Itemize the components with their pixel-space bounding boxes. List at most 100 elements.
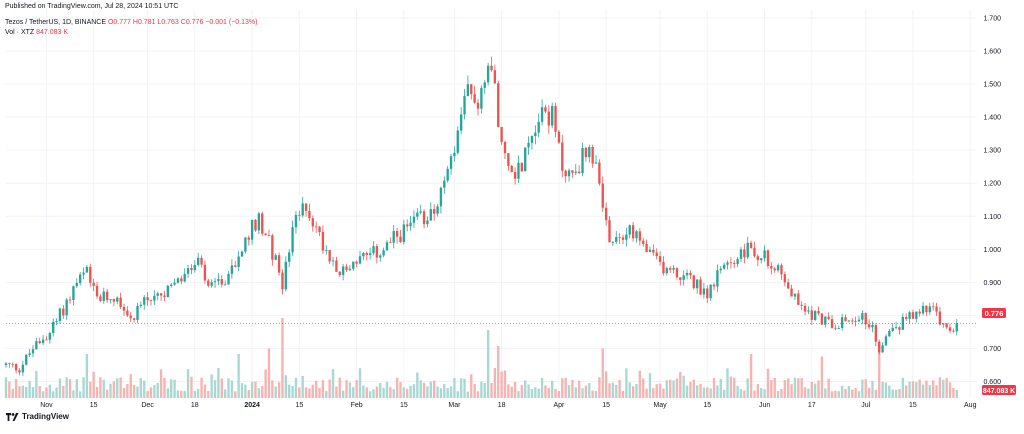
tradingview-brand[interactable]: TradingView xyxy=(6,412,69,421)
volume-bar xyxy=(719,378,722,398)
candle-body xyxy=(736,258,739,265)
candle-body xyxy=(716,270,719,287)
candle-body xyxy=(813,310,817,320)
candle-body xyxy=(288,252,291,262)
volume-bar xyxy=(190,376,193,398)
volume-bar xyxy=(41,391,45,398)
volume-legend[interactable]: Vol · XTZ 847.083 K xyxy=(5,28,68,37)
candle-body xyxy=(193,265,196,271)
candle-body xyxy=(898,327,901,330)
price-tick-label: 1.000 xyxy=(983,247,1001,254)
volume-bar xyxy=(864,379,867,398)
price-tick-label: 1.100 xyxy=(983,214,1001,221)
grid-lines xyxy=(6,10,977,398)
volume-bar xyxy=(443,383,446,398)
volume-bar xyxy=(594,390,598,398)
candle-body xyxy=(513,172,517,179)
candle-body xyxy=(176,278,180,283)
volume-bar xyxy=(234,391,237,398)
volume-bar xyxy=(183,390,186,398)
price-axis[interactable]: 1.700 1.600 1.500 1.400 1.300 1.200 1.100 1.000… xyxy=(983,16,1001,386)
candle-body xyxy=(571,170,574,173)
volume-bar xyxy=(935,385,938,398)
candle-body xyxy=(389,242,392,244)
candle-body xyxy=(257,213,261,231)
volume-bar xyxy=(669,379,672,398)
volume-bar xyxy=(422,382,426,398)
volume-bar xyxy=(375,386,379,398)
candle-body xyxy=(857,319,861,322)
volume-bar xyxy=(153,384,156,398)
volume-bar xyxy=(277,382,281,398)
candle-body xyxy=(382,250,385,256)
volume-bar xyxy=(213,380,217,398)
price-tick-label: 0.700 xyxy=(983,346,1001,353)
candle-body xyxy=(234,265,237,267)
volume-bar xyxy=(136,386,139,398)
candle-body xyxy=(594,162,598,164)
last-volume-tag-bg xyxy=(982,385,1016,395)
candle-body xyxy=(139,304,143,307)
volume-bar xyxy=(658,383,662,398)
volume-bar xyxy=(368,391,372,398)
volume-bar xyxy=(817,380,820,398)
candle-body xyxy=(18,370,21,373)
volume-bar xyxy=(274,386,277,398)
candle-body xyxy=(11,363,14,365)
candle-body xyxy=(551,106,554,126)
candle-body xyxy=(129,315,132,319)
volume-bar xyxy=(611,382,615,398)
candle-body xyxy=(31,349,35,354)
volume-bar xyxy=(679,371,682,398)
volume-bar xyxy=(395,377,399,398)
candle-body xyxy=(500,126,503,143)
volume-bar xyxy=(490,382,493,398)
volume-bar xyxy=(362,385,365,398)
candle-body xyxy=(261,213,264,234)
last-price-tag-label: 0.776 xyxy=(985,309,1004,318)
volume-bar xyxy=(544,385,547,398)
volume-value: 847.083 K xyxy=(36,29,69,36)
time-tick-label: 15 xyxy=(602,402,610,409)
candle-body xyxy=(854,321,857,322)
volume-bar xyxy=(743,390,746,398)
candle-body xyxy=(675,268,679,278)
volume-bar xyxy=(436,386,439,398)
volume-bar xyxy=(325,391,328,398)
volume-bar xyxy=(510,386,513,398)
candle-body xyxy=(173,282,176,285)
candle-body xyxy=(163,295,166,297)
candle-body xyxy=(153,295,156,301)
volume-bar xyxy=(787,378,790,398)
volume-bar xyxy=(180,390,183,398)
candle-body xyxy=(122,306,126,311)
volume-bar xyxy=(901,377,905,398)
volume-bar xyxy=(200,377,203,398)
volume-bar xyxy=(48,384,52,398)
candle-body xyxy=(112,299,116,302)
volume-bar xyxy=(331,369,335,398)
candle-body xyxy=(294,214,298,228)
candle-body xyxy=(820,313,824,325)
volume-bar xyxy=(173,379,176,398)
candle-body xyxy=(928,306,931,313)
candle-body xyxy=(116,297,119,302)
candle-body xyxy=(726,262,729,265)
candle-body xyxy=(952,330,955,332)
candle-body xyxy=(412,216,416,223)
volume-bar xyxy=(905,385,908,398)
volume-bar xyxy=(143,380,146,398)
candle-body xyxy=(497,83,500,127)
candle-body xyxy=(557,131,561,143)
volume-bar xyxy=(217,367,220,398)
volume-bar xyxy=(58,378,62,398)
volume-bar xyxy=(433,380,436,398)
symbol-legend[interactable]: Tezos / TetherUS, 1D, BINANCE O0.777 H0.… xyxy=(5,18,257,27)
candle-body xyxy=(156,293,159,296)
last-price-tag: 0.776 xyxy=(982,308,1006,318)
volume-bar xyxy=(318,387,321,398)
time-axis[interactable]: Nov 15 Dec 18 2024 15 Feb 15 Mar 18 Apr 15 May 15 Jun 1… xyxy=(40,402,976,409)
volume-bar xyxy=(473,384,476,398)
